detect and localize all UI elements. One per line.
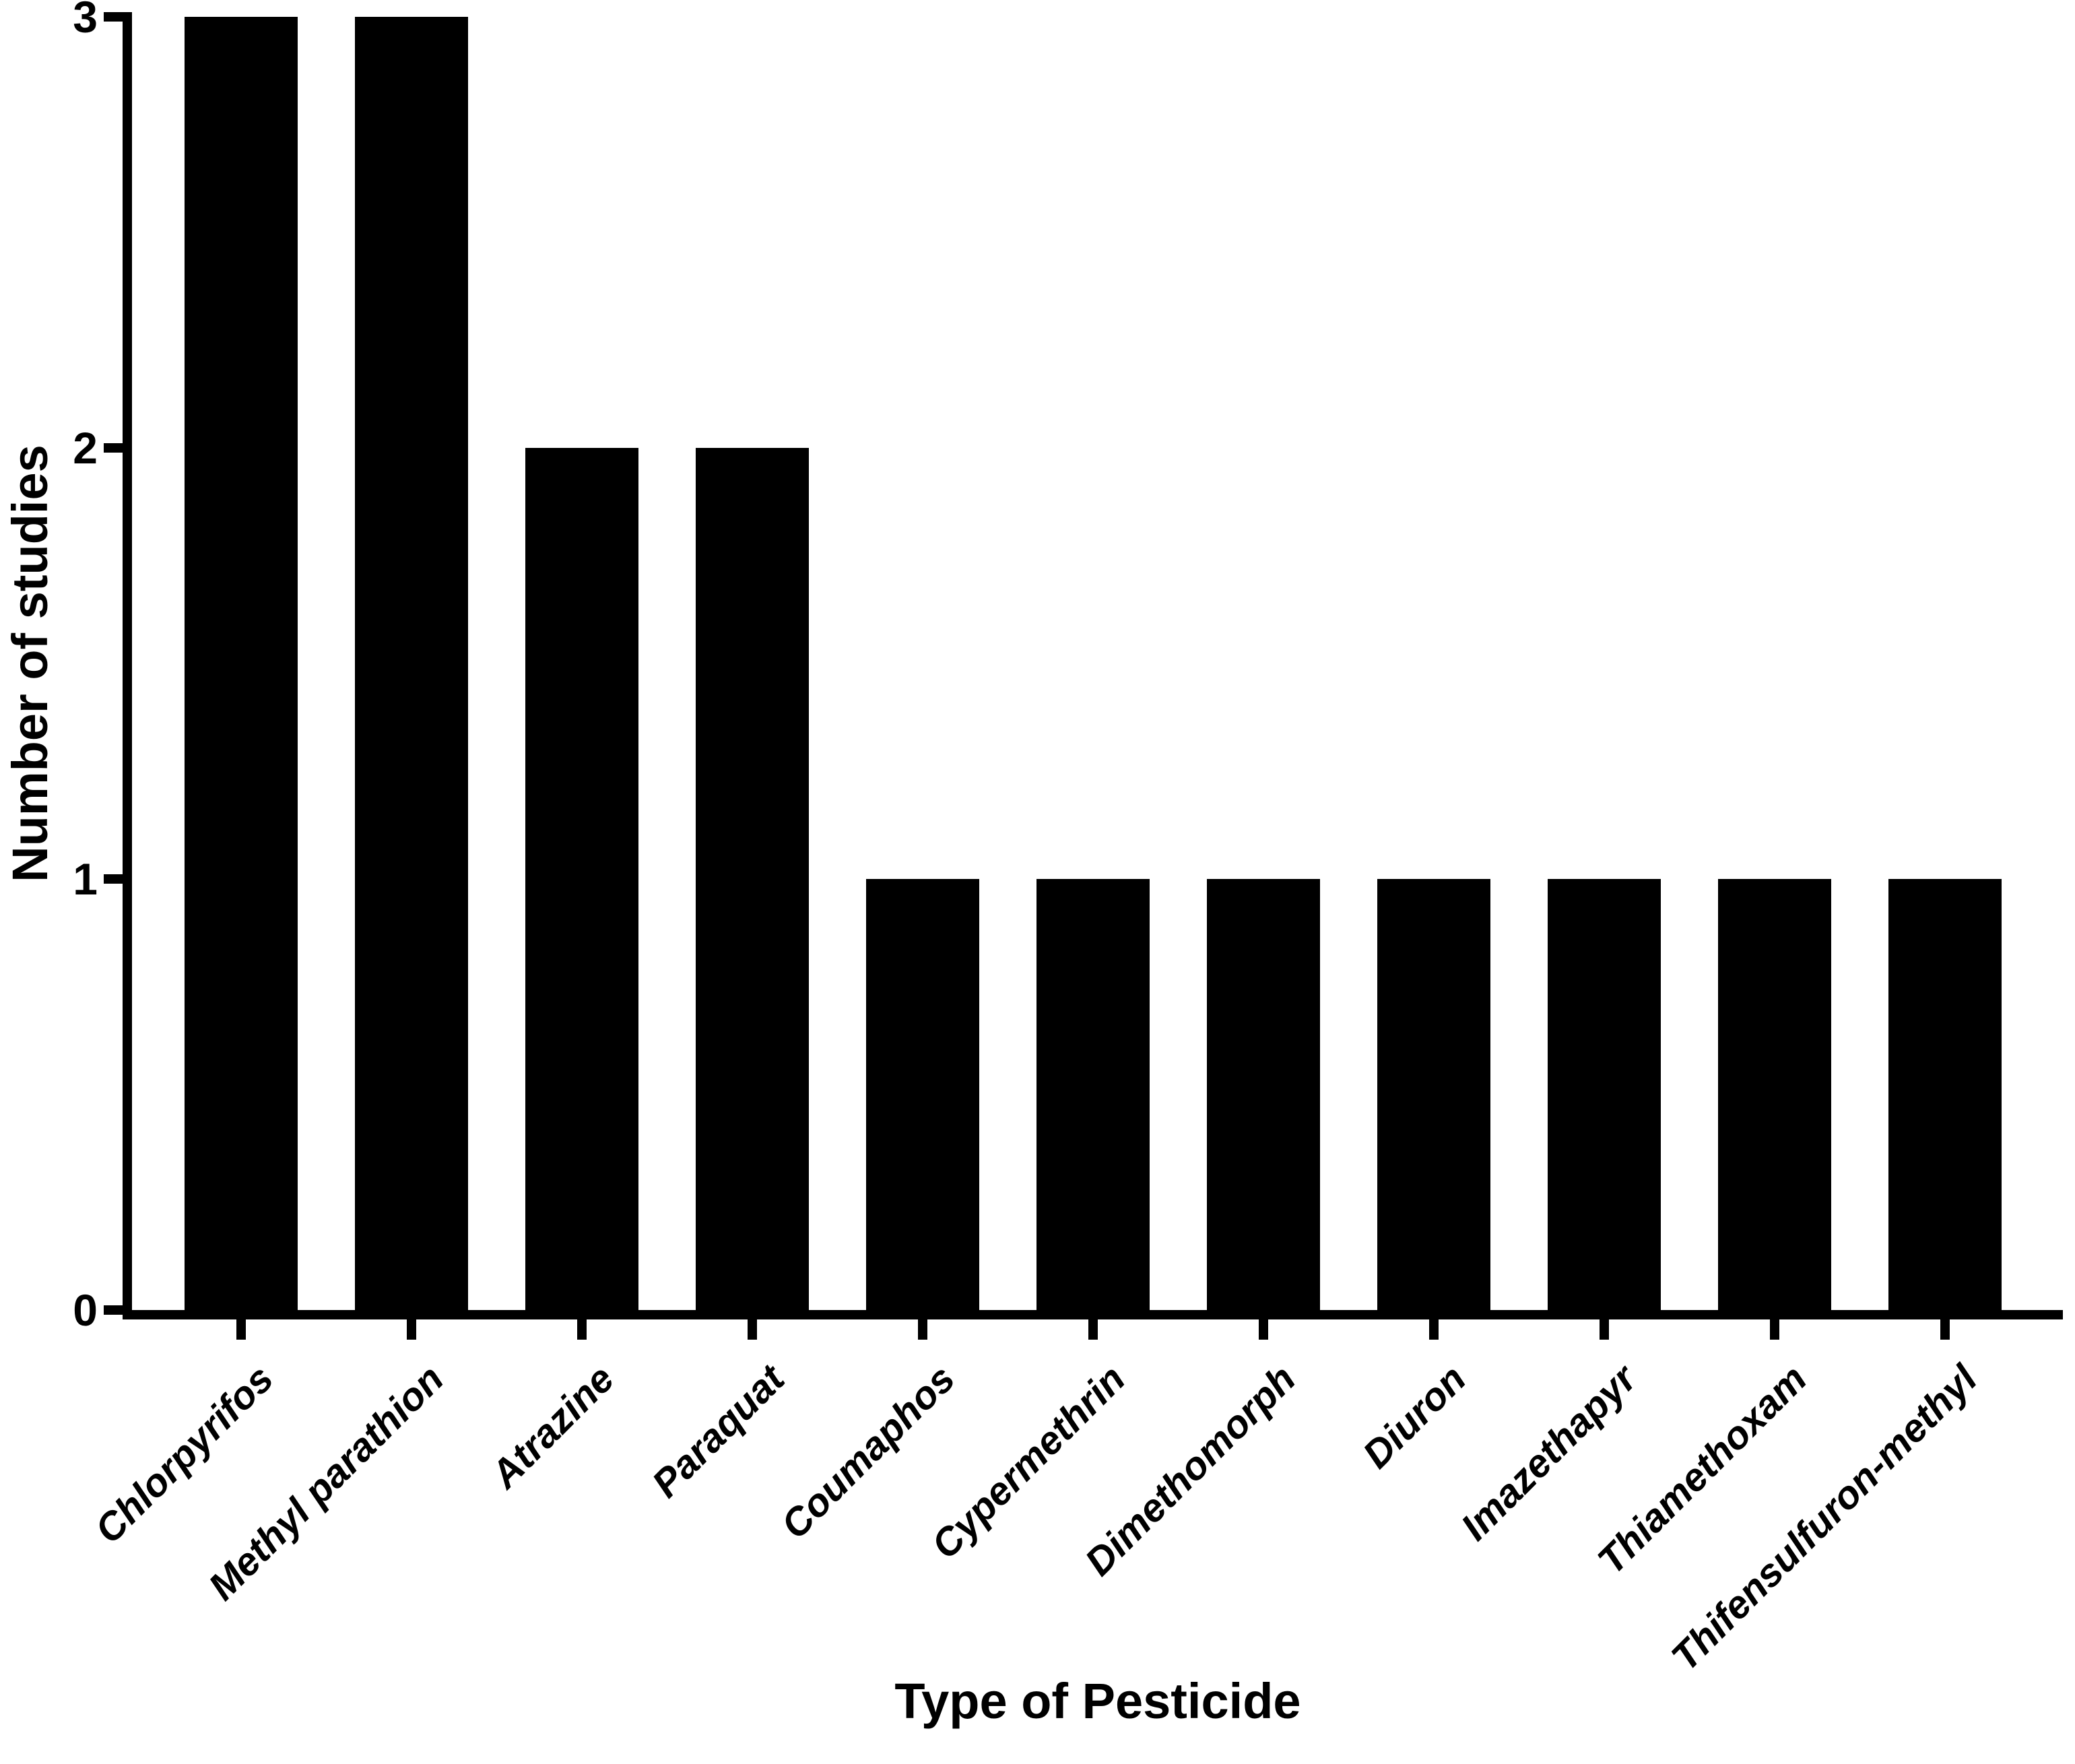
y-axis-title: Number of studies: [2, 445, 58, 882]
y-tick-mark-1: [104, 874, 123, 884]
x-tick-mark-atrazine: [577, 1319, 587, 1340]
x-tick-mark-thifensulfuron-methyl: [1940, 1319, 1950, 1340]
bar-coumaphos: [866, 879, 979, 1319]
x-tick-mark-dimethomorph: [1259, 1319, 1268, 1340]
bar-imazethapyr: [1548, 879, 1661, 1319]
x-tick-mark-methyl-parathion: [407, 1319, 416, 1340]
x-tick-mark-cypermethrin: [1088, 1319, 1098, 1340]
bar-diuron: [1377, 879, 1490, 1319]
x-tick-mark-coumaphos: [918, 1319, 927, 1340]
y-tick-label-2: 2: [73, 423, 98, 473]
x-tick-mark-diuron: [1429, 1319, 1439, 1340]
x-axis-title: Type of Pesticide: [894, 1673, 1301, 1729]
bar-cypermethrin: [1036, 879, 1150, 1319]
bar-atrazine: [525, 448, 638, 1319]
y-tick-mark-2: [104, 443, 123, 453]
x-tick-mark-imazethapyr: [1600, 1319, 1609, 1340]
bar-thiamethoxam: [1718, 879, 1831, 1319]
y-tick-mark-0: [104, 1305, 123, 1315]
y-tick-label-1: 1: [73, 854, 98, 904]
bar-methyl-parathion: [355, 17, 468, 1319]
y-tick-mark-3: [104, 12, 123, 22]
y-axis-line: [123, 12, 132, 1319]
bar-dimethomorph: [1207, 879, 1320, 1319]
x-tick-mark-paraquat: [748, 1319, 757, 1340]
bar-thifensulfuron-methyl: [1888, 879, 2002, 1319]
x-tick-mark-chlorpyrifos: [236, 1319, 246, 1340]
y-tick-label-0: 0: [73, 1285, 98, 1335]
y-tick-label-3: 3: [73, 0, 98, 42]
bar-chlorpyrifos: [185, 17, 298, 1319]
bar-paraquat: [696, 448, 809, 1319]
x-tick-mark-thiamethoxam: [1770, 1319, 1779, 1340]
